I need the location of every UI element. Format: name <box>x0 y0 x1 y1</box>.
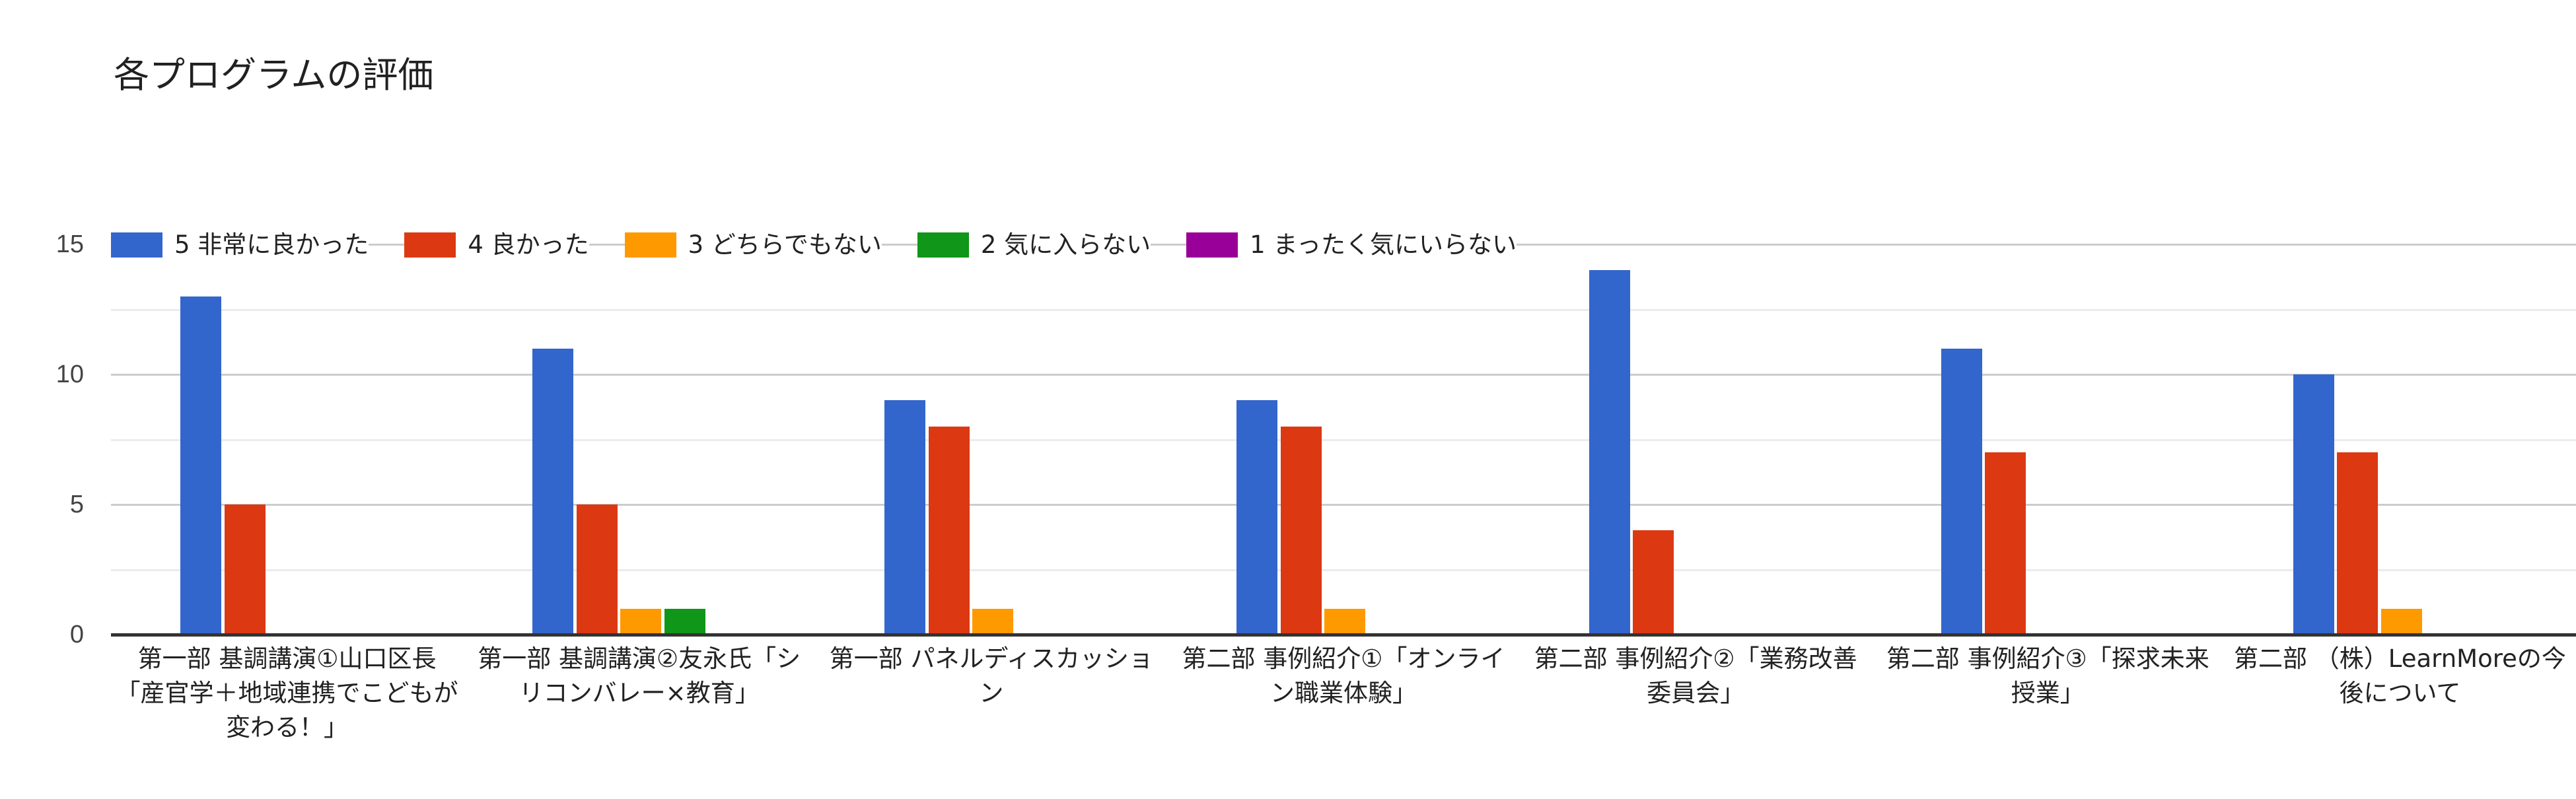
y-tick-label: 5 <box>69 491 84 518</box>
legend-swatch-icon <box>917 232 969 258</box>
bar[interactable] <box>2337 452 2379 635</box>
legend-item[interactable]: 1 まったく気にいらない <box>1186 230 1517 260</box>
legend-swatch-icon <box>404 232 456 258</box>
legend-item[interactable]: 3 どちらでもない <box>624 230 882 260</box>
x-category-label: 第一部 パネルディスカッション <box>829 644 1153 707</box>
legend-label: 1 まったく気にいらない <box>1250 230 1517 260</box>
legend-swatch-icon <box>624 232 676 258</box>
bar[interactable] <box>972 608 1014 635</box>
bar[interactable] <box>884 400 926 635</box>
bar[interactable] <box>180 296 221 635</box>
x-category-label: 第二部 事例紹介③「探求未来授業」 <box>1886 644 2209 707</box>
legend-label: 4 良かった <box>468 230 589 260</box>
legend-label: 2 気に入らない <box>980 230 1151 260</box>
gridline <box>111 374 2576 376</box>
legend-label: 3 どちらでもない <box>688 230 882 260</box>
y-tick-label: 10 <box>55 361 84 388</box>
legend: 5 非常に良かった 4 良かった 3 どちらでもない 2 気に入らない 1 まったく気に… <box>111 230 1552 260</box>
legend-swatch-icon <box>1186 232 1238 258</box>
bar[interactable] <box>1324 608 1366 635</box>
bar[interactable] <box>1280 426 1322 635</box>
x-category-label: 第一部 基調講演①山口区長「産官学＋地域連携でこどもが変わる！」 <box>116 644 458 742</box>
y-tick-label: 0 <box>69 621 84 648</box>
legend-item[interactable]: 5 非常に良かった <box>111 230 369 260</box>
bar[interactable] <box>576 504 618 635</box>
bar[interactable] <box>1589 270 1630 635</box>
legend-item[interactable]: 2 気に入らない <box>917 230 1151 260</box>
bar[interactable] <box>620 608 662 635</box>
bar[interactable] <box>664 608 705 635</box>
chart-title: 各プログラムの評価 <box>114 54 434 96</box>
bar[interactable] <box>2293 374 2334 635</box>
x-category-label: 第一部 基調講演②友永氏「シリコンバレー×教育」 <box>478 644 801 707</box>
bar[interactable] <box>1941 348 1982 635</box>
plot-area <box>111 244 2576 637</box>
x-category-label: 第二部 事例紹介①「オンライン職業体験」 <box>1182 644 1505 707</box>
gridline <box>111 504 2576 506</box>
x-category-label: 第二部 事例紹介②「業務改善委員会」 <box>1534 644 1857 707</box>
x-axis-line <box>111 633 2576 637</box>
gridline <box>111 569 2576 571</box>
bar[interactable] <box>532 348 574 635</box>
bar[interactable] <box>1236 400 1278 635</box>
legend-label: 5 非常に良かった <box>174 230 369 260</box>
y-tick-label: 15 <box>55 230 84 258</box>
gridline <box>111 308 2576 311</box>
bar[interactable] <box>928 426 970 635</box>
x-category-label: 第二部 （株）LearnMoreの今後について <box>2233 644 2566 707</box>
bar[interactable] <box>224 504 266 635</box>
gridline <box>111 438 2576 441</box>
bar[interactable] <box>1633 530 1674 635</box>
legend-swatch-icon <box>111 232 162 258</box>
bar[interactable] <box>1985 452 2026 635</box>
bar[interactable] <box>2380 608 2422 635</box>
legend-item[interactable]: 4 良かった <box>404 230 589 260</box>
